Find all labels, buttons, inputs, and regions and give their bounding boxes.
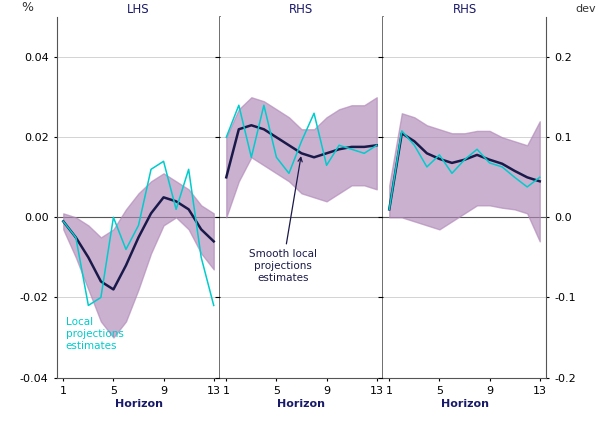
Title: Business
conditions
RHS: Business conditions RHS	[434, 0, 495, 16]
Text: %: %	[21, 0, 33, 14]
Text: std
dev: std dev	[575, 0, 596, 14]
X-axis label: Horizon: Horizon	[277, 399, 325, 409]
X-axis label: Horizon: Horizon	[115, 399, 163, 409]
X-axis label: Horizon: Horizon	[440, 399, 488, 409]
Text: Smooth local
projections
estimates: Smooth local projections estimates	[248, 157, 317, 283]
Title: Capital
expenditure
RHS: Capital expenditure RHS	[266, 0, 337, 16]
Title: Change in
unemployment rate
LHS: Change in unemployment rate LHS	[80, 0, 197, 16]
Text: Local
projections
estimates: Local projections estimates	[66, 317, 124, 350]
